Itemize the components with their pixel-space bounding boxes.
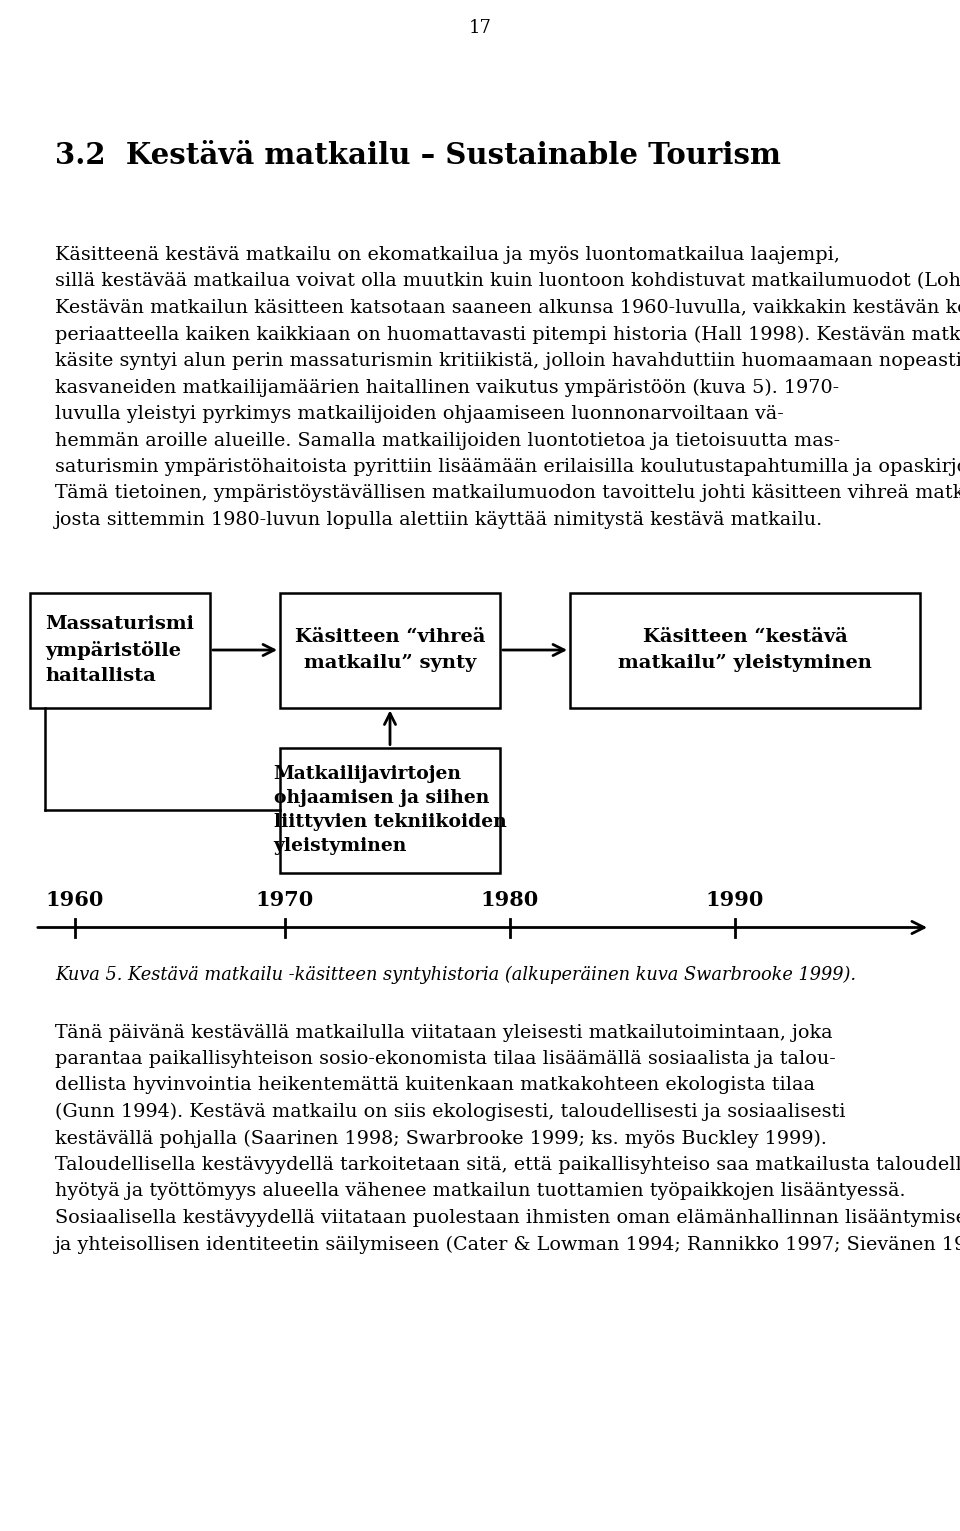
Text: Käsitteenä kestävä matkailu on ekomatkailua ja myös luontomatkailua laajempi,: Käsitteenä kestävä matkailu on ekomatkai… (55, 246, 840, 263)
Text: Kestävän matkailun käsitteen katsotaan saaneen alkunsa 1960-luvulla, vaikkakin k: Kestävän matkailun käsitteen katsotaan s… (55, 299, 960, 317)
Text: käsite syntyi alun perin massaturismin kritiikistä, jolloin havahduttiin huomaam: käsite syntyi alun perin massaturismin k… (55, 352, 960, 371)
Text: josta sittemmin 1980-luvun lopulla alettiin käyttää nimitystä kestävä matkailu.: josta sittemmin 1980-luvun lopulla alett… (55, 511, 823, 530)
Text: luvulla yleistyi pyrkimys matkailijoiden ohjaamiseen luonnonarvoiltaan vä-: luvulla yleistyi pyrkimys matkailijoiden… (55, 406, 783, 423)
Text: saturismin ympäristöhaitoista pyrittiin lisäämään erilaisilla koulutustapahtumil: saturismin ympäristöhaitoista pyrittiin … (55, 458, 960, 476)
Bar (280, 592, 500, 707)
Text: periaatteella kaiken kaikkiaan on huomattavasti pitempi historia (Hall 1998). Ke: periaatteella kaiken kaikkiaan on huomat… (55, 326, 960, 344)
Text: (Gunn 1994). Kestävä matkailu on siis ekologisesti, taloudellisesti ja sosiaalis: (Gunn 1994). Kestävä matkailu on siis ek… (55, 1102, 846, 1121)
Text: Käsitteen “vihreä
matkailu” synty: Käsitteen “vihreä matkailu” synty (295, 629, 485, 672)
Text: dellista hyvinvointia heikentemättä kuitenkaan matkakohteen ekologista tilaa: dellista hyvinvointia heikentemättä kuit… (55, 1076, 815, 1095)
Bar (280, 747, 500, 873)
Text: 17: 17 (468, 18, 492, 37)
Text: kasvaneiden matkailijamäärien haitallinen vaikutus ympäristöön (kuva 5). 1970-: kasvaneiden matkailijamäärien haitalline… (55, 378, 839, 397)
Text: 1970: 1970 (256, 890, 314, 909)
Text: sillä kestävää matkailua voivat olla muutkin kuin luontoon kohdistuvat matkailum: sillä kestävää matkailua voivat olla muu… (55, 273, 960, 291)
Text: parantaa paikallisyhteison sosio-ekonomista tilaa lisäämällä sosiaalista ja talo: parantaa paikallisyhteison sosio-ekonomi… (55, 1050, 836, 1069)
Text: Massaturismi
ympäristölle
haitallista: Massaturismi ympäristölle haitallista (45, 615, 195, 684)
Text: Tämä tietoinen, ympäristöystävällisen matkailumuodon tavoittelu johti käsitteen : Tämä tietoinen, ympäristöystävällisen ma… (55, 484, 960, 502)
Text: kestävällä pohjalla (Saarinen 1998; Swarbrooke 1999; ks. myös Buckley 1999).: kestävällä pohjalla (Saarinen 1998; Swar… (55, 1130, 827, 1148)
Bar (570, 592, 920, 707)
Text: Kuva 5. Kestävä matkailu -käsitteen syntyhistoria (alkuperäinen kuva Swarbrooke : Kuva 5. Kestävä matkailu -käsitteen synt… (55, 966, 856, 984)
Bar (30, 592, 210, 707)
Text: 1990: 1990 (706, 890, 764, 909)
Text: 1980: 1980 (481, 890, 540, 909)
Text: Tänä päivänä kestävällä matkailulla viitataan yleisesti matkailutoimintaan, joka: Tänä päivänä kestävällä matkailulla viit… (55, 1024, 832, 1041)
Text: Käsitteen “kestävä
matkailu” yleistyminen: Käsitteen “kestävä matkailu” yleistymine… (618, 629, 872, 672)
Text: hyötyä ja työttömyys alueella vähenee matkailun tuottamien työpaikkojen lisäänty: hyötyä ja työttömyys alueella vähenee ma… (55, 1182, 905, 1200)
Text: hemmän aroille alueille. Samalla matkailijoiden luontotietoa ja tietoisuutta mas: hemmän aroille alueille. Samalla matkail… (55, 432, 840, 450)
Text: 1960: 1960 (46, 890, 105, 909)
Text: 3.2  Kestävä matkailu – Sustainable Tourism: 3.2 Kestävä matkailu – Sustainable Touri… (55, 141, 780, 170)
Text: Taloudellisella kestävyydellä tarkoitetaan sitä, että paikallisyhteiso saa matka: Taloudellisella kestävyydellä tarkoiteta… (55, 1156, 960, 1174)
Text: Matkailijavirtojen
ohjaamisen ja siihen
liittyvien tekniikoiden
yleistyminen: Matkailijavirtojen ohjaamisen ja siihen … (274, 764, 506, 856)
Text: ja yhteisollisen identiteetin säilymiseen (Cater & Lowman 1994; Rannikko 1997; S: ja yhteisollisen identiteetin säilymisee… (55, 1236, 960, 1254)
Text: Sosiaalisella kestävyydellä viitataan puolestaan ihmisten oman elämänhallinnan l: Sosiaalisella kestävyydellä viitataan pu… (55, 1209, 960, 1226)
